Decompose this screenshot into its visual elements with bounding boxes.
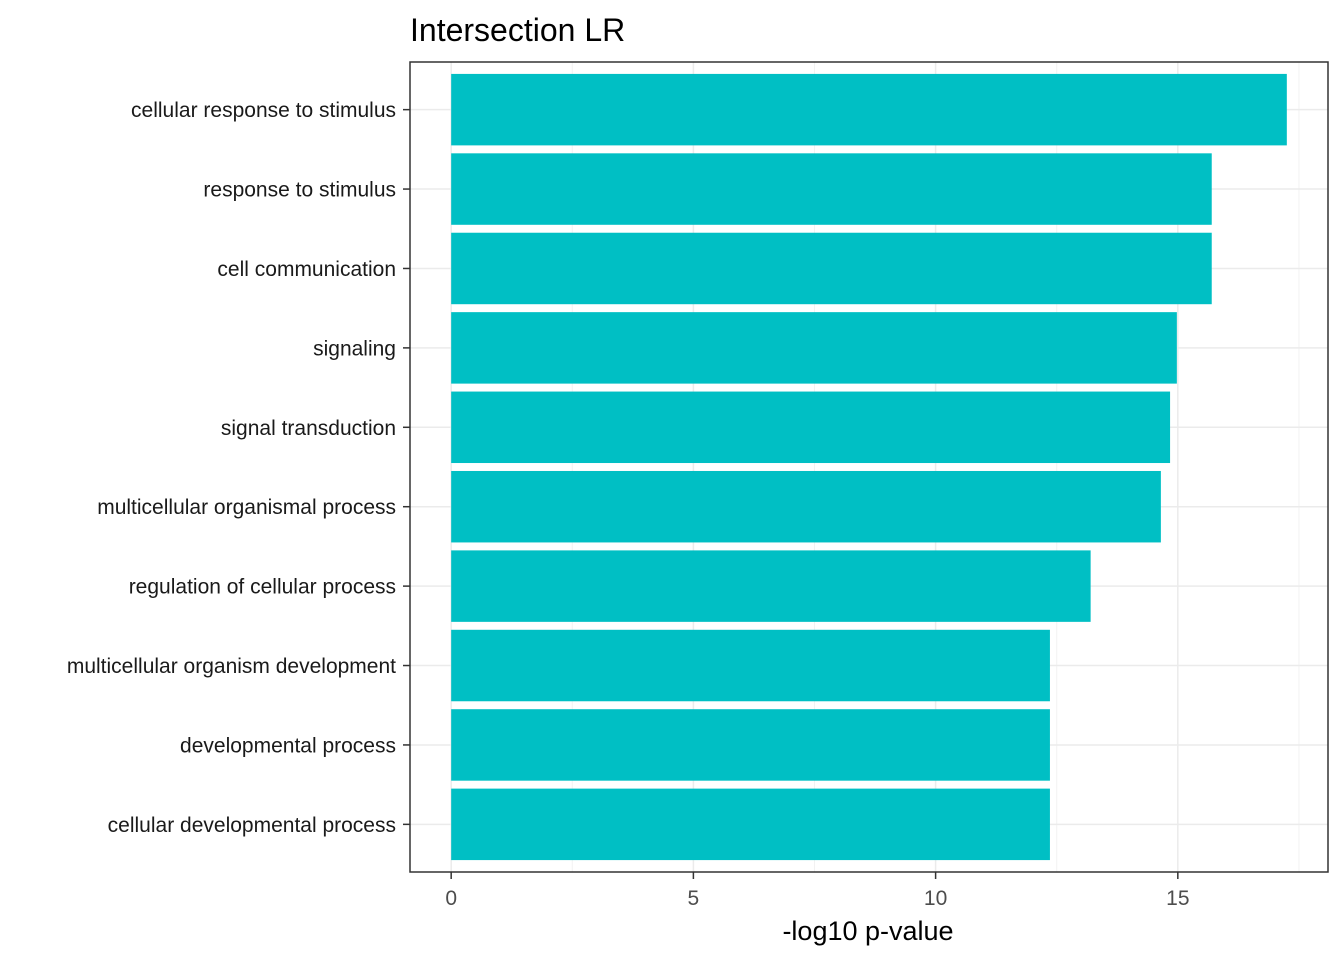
y-tick-label: multicellular organismal process [97, 496, 396, 519]
y-axis: cellular response to stimulus response to… [67, 99, 410, 837]
bar [451, 550, 1091, 622]
y-tick-label: developmental process [180, 734, 396, 757]
bar [451, 312, 1177, 384]
y-tick-label: regulation of cellular process [129, 576, 396, 599]
bar [451, 391, 1171, 464]
chart-title: Intersection LR [410, 12, 625, 48]
y-tick-label: multicellular organism development [67, 655, 396, 678]
x-tick-label: 10 [924, 887, 947, 910]
bar [451, 73, 1287, 146]
x-axis: 0 5 10 15 [445, 872, 1190, 910]
plot-panel-border [409, 61, 1329, 873]
y-tick-label: signaling [313, 337, 396, 360]
bar [451, 629, 1050, 702]
y-tick-label: cellular response to stimulus [131, 99, 396, 122]
x-tick-label: 15 [1166, 887, 1189, 910]
bar [451, 709, 1050, 781]
bars [451, 73, 1287, 861]
bar [451, 153, 1212, 225]
y-tick-label: response to stimulus [203, 179, 396, 202]
y-tick-label: signal transduction [221, 417, 396, 440]
y-tick-label: cellular developmental process [108, 814, 396, 837]
bar [451, 470, 1161, 543]
bar [451, 788, 1050, 861]
x-axis-title: -log10 p-value [782, 916, 953, 946]
x-tick-label: 5 [688, 887, 700, 910]
y-tick-label: cell communication [217, 258, 396, 281]
x-tick-label: 0 [445, 887, 457, 910]
bar [451, 232, 1212, 305]
